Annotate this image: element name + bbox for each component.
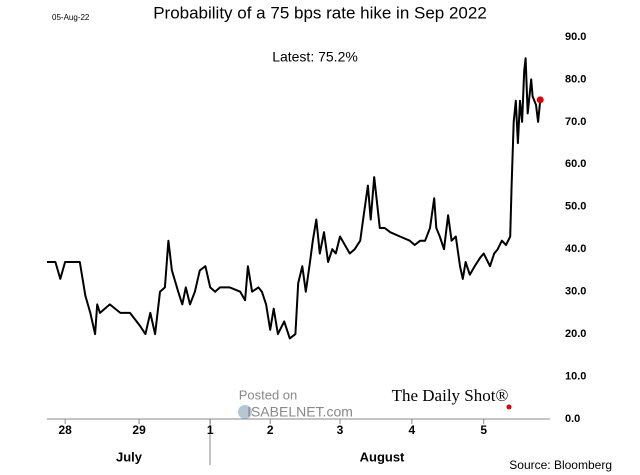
y-tick-label: 10.0 xyxy=(565,370,586,382)
y-tick-label: 30.0 xyxy=(565,286,586,298)
y-tick-label: 70.0 xyxy=(565,116,586,128)
x-tick-label: 2 xyxy=(267,423,274,437)
date-stamp: 05-Aug-22 xyxy=(52,13,90,22)
watermark-brand: The Daily Shot® xyxy=(392,386,509,405)
watermark-icon xyxy=(238,405,252,419)
x-tick-label: 4 xyxy=(409,423,416,437)
annotation: Latest: 75.2% xyxy=(272,49,358,65)
y-tick-label: 0.0 xyxy=(565,413,580,425)
x-tick-label: 1 xyxy=(207,423,214,437)
y-tick-label: 40.0 xyxy=(565,243,586,255)
line-series xyxy=(47,57,542,340)
watermark-site: ISABELNET.com xyxy=(247,404,353,420)
month-label: July xyxy=(116,449,143,464)
latest-point xyxy=(536,96,544,104)
x-tick-label: 29 xyxy=(132,423,146,437)
y-tick-label: 90.0 xyxy=(565,31,586,43)
x-tick-label: 5 xyxy=(480,423,487,437)
y-tick-label: 20.0 xyxy=(565,328,586,340)
watermark-posted: Posted on xyxy=(239,387,298,402)
chart-title: Probability of a 75 bps rate hike in Sep… xyxy=(153,3,487,22)
y-tick-label: 80.0 xyxy=(565,73,586,85)
x-tick-label: 28 xyxy=(58,423,72,437)
source: Source: Bloomberg xyxy=(509,458,612,472)
y-tick-label: 50.0 xyxy=(565,201,586,213)
watermark-dot xyxy=(506,404,512,410)
y-tick-label: 60.0 xyxy=(565,158,586,170)
month-label: August xyxy=(360,449,405,464)
x-tick-label: 3 xyxy=(337,423,344,437)
